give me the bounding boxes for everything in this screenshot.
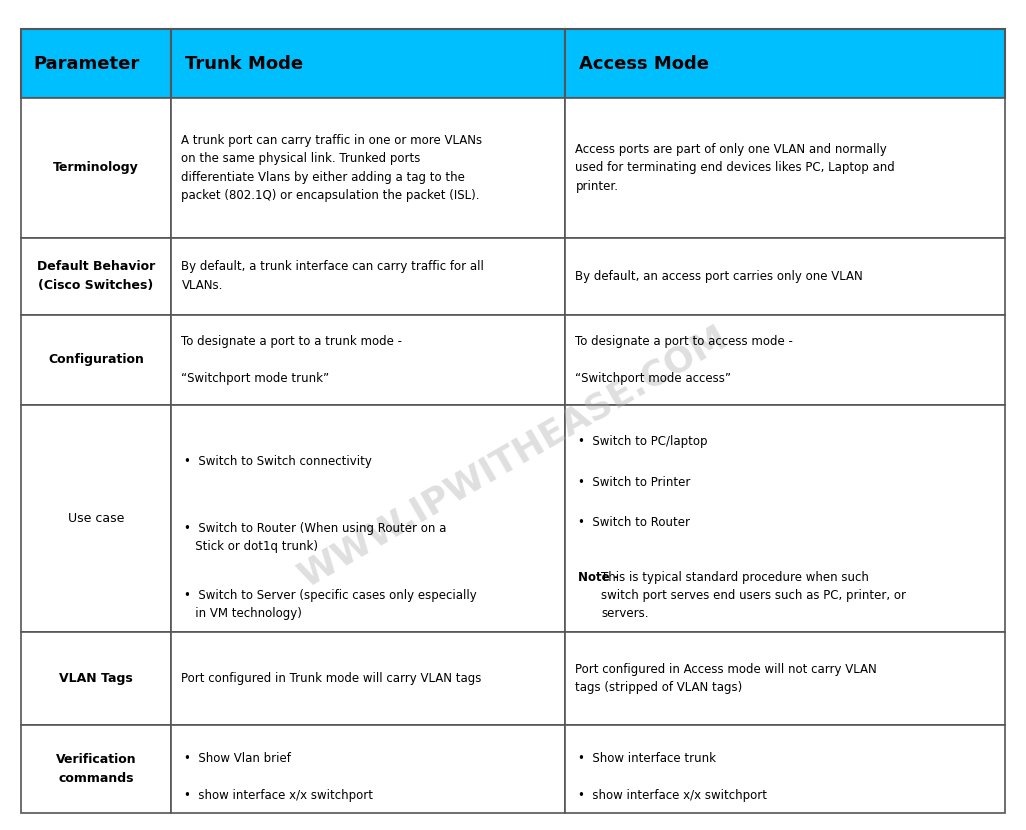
Bar: [21, 98, 171, 237]
Text: By default, a trunk interface can carry traffic for all
VLANs.: By default, a trunk interface can carry …: [182, 261, 484, 292]
Text: •  Switch to PC/laptop: • Switch to PC/laptop: [578, 435, 707, 448]
Bar: [171, 29, 565, 98]
Text: •  Show Vlan brief: • Show Vlan brief: [184, 753, 290, 765]
Bar: [171, 725, 565, 813]
Bar: [171, 632, 565, 725]
Text: Note -: Note -: [578, 571, 622, 584]
Bar: [565, 29, 1005, 98]
Text: •  Switch to Printer: • Switch to Printer: [578, 476, 689, 489]
Bar: [21, 632, 171, 725]
Text: By default, an access port carries only one VLAN: By default, an access port carries only …: [576, 270, 863, 283]
Text: VLAN Tags: VLAN Tags: [58, 672, 132, 685]
Text: Terminology: Terminology: [53, 161, 139, 174]
Text: Port configured in Access mode will not carry VLAN
tags (stripped of VLAN tags): Port configured in Access mode will not …: [576, 662, 877, 694]
Bar: [565, 98, 1005, 237]
Text: Access ports are part of only one VLAN and normally
used for terminating end dev: Access ports are part of only one VLAN a…: [576, 143, 896, 193]
Bar: [21, 237, 171, 315]
Bar: [21, 405, 171, 632]
Text: To designate a port to a trunk mode -

“Switchport mode trunk”: To designate a port to a trunk mode - “S…: [182, 334, 402, 384]
Text: •  Switch to Switch connectivity: • Switch to Switch connectivity: [184, 455, 371, 468]
Text: A trunk port can carry traffic in one or more VLANs
on the same physical link. T: A trunk port can carry traffic in one or…: [182, 134, 482, 203]
Text: This is typical standard procedure when such
switch port serves end users such a: This is typical standard procedure when …: [601, 571, 906, 620]
Bar: [21, 29, 171, 98]
Bar: [171, 405, 565, 632]
Text: •  show interface x/x switchport: • show interface x/x switchport: [578, 789, 766, 803]
Text: •  show interface x/x switchport: • show interface x/x switchport: [184, 789, 372, 803]
Bar: [21, 725, 171, 813]
Text: Verification
commands: Verification commands: [55, 754, 136, 785]
Bar: [21, 315, 171, 405]
Text: Use case: Use case: [68, 512, 124, 525]
Bar: [565, 405, 1005, 632]
Text: Access Mode: Access Mode: [579, 55, 709, 72]
Text: Configuration: Configuration: [48, 353, 144, 366]
Bar: [171, 315, 565, 405]
Text: •  Switch to Router (When using Router on a
   Stick or dot1q trunk): • Switch to Router (When using Router on…: [184, 522, 446, 553]
Bar: [171, 98, 565, 237]
Bar: [565, 237, 1005, 315]
Text: Trunk Mode: Trunk Mode: [185, 55, 303, 72]
Text: WWW.IPWITHEASE.COM: WWW.IPWITHEASE.COM: [292, 320, 734, 593]
Bar: [565, 315, 1005, 405]
Text: •  Switch to Router: • Switch to Router: [578, 516, 689, 530]
Bar: [565, 632, 1005, 725]
Text: •  Switch to Server (specific cases only especially
   in VM technology): • Switch to Server (specific cases only …: [184, 588, 476, 620]
Text: Port configured in Trunk mode will carry VLAN tags: Port configured in Trunk mode will carry…: [182, 672, 482, 685]
Text: Parameter: Parameter: [34, 55, 141, 72]
Text: To designate a port to access mode -

“Switchport mode access”: To designate a port to access mode - “Sw…: [576, 334, 793, 384]
Text: Default Behavior
(Cisco Switches): Default Behavior (Cisco Switches): [37, 261, 155, 292]
Bar: [565, 725, 1005, 813]
Bar: [171, 237, 565, 315]
Text: •  Show interface trunk: • Show interface trunk: [578, 753, 715, 765]
